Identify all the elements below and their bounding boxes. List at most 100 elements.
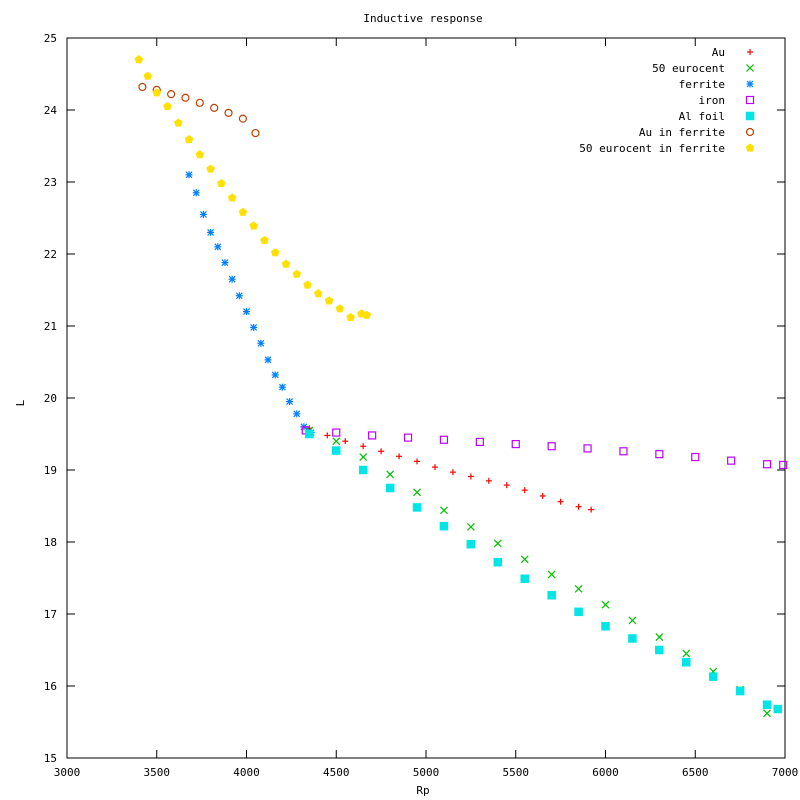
y-tick-label: 16	[44, 680, 57, 693]
y-tick-label: 19	[44, 464, 57, 477]
pentagon-filled-mark	[281, 259, 291, 268]
square-open-mark	[655, 450, 664, 459]
data-point	[228, 275, 236, 283]
data-point	[195, 98, 204, 107]
data-point	[332, 437, 341, 446]
x-stroke	[359, 453, 368, 461]
x-stroke	[682, 649, 691, 658]
series-ferrite	[185, 171, 315, 437]
pentagon-filled-mark	[195, 150, 205, 159]
square-open-mark	[547, 442, 556, 451]
square-filled-mark	[574, 607, 583, 617]
data-point	[360, 443, 367, 450]
square-open-mark	[727, 456, 736, 465]
data-point	[773, 704, 783, 714]
asterisk-stroke	[286, 398, 294, 406]
x-tick-label: 5000	[413, 766, 440, 779]
data-point	[264, 356, 272, 364]
x-stroke	[746, 64, 754, 72]
square-open-mark	[619, 447, 628, 456]
data-point	[174, 118, 183, 127]
data-point	[574, 607, 583, 617]
asterisk-stroke	[199, 210, 207, 218]
pentagon-filled-mark	[745, 143, 755, 152]
square-open-mark	[745, 95, 755, 105]
pentagon-filled-mark	[152, 88, 162, 97]
data-point	[466, 539, 476, 549]
pentagon-filled-mark	[163, 101, 172, 111]
y-tick-label: 17	[44, 608, 57, 621]
data-point	[184, 135, 194, 144]
square-filled-mark	[547, 591, 556, 600]
circle-open-mark	[224, 108, 233, 117]
circle-open-mark	[195, 98, 204, 107]
legend-label: ferrite	[679, 78, 725, 91]
data-point	[431, 464, 438, 471]
data-point	[243, 308, 250, 316]
asterisk-stroke	[214, 243, 222, 251]
data-point	[206, 164, 215, 173]
data-point	[467, 473, 474, 480]
y-tick-label: 24	[44, 104, 58, 117]
legend-marker	[746, 80, 754, 88]
data-point	[335, 304, 345, 313]
legend-marker	[745, 127, 755, 137]
data-point	[270, 248, 280, 257]
data-point	[628, 634, 637, 643]
data-point	[601, 600, 610, 609]
data-point	[324, 432, 331, 439]
y-axis-title: L	[14, 399, 27, 406]
pentagon-filled-mark	[260, 235, 269, 244]
asterisk-stroke	[185, 171, 193, 179]
pentagon-filled-mark	[303, 280, 312, 289]
x-stroke	[493, 539, 502, 548]
x-stroke	[655, 633, 664, 641]
asterisk-stroke	[278, 383, 286, 391]
square-open-mark	[762, 460, 772, 469]
plot-area: 3000 3500 4000 4500 5000 5500 6000 6500 7000 15 16…	[44, 32, 799, 779]
series-50-eurocent-in-ferrite	[134, 55, 372, 322]
data-point	[238, 114, 248, 123]
data-point	[224, 108, 233, 117]
square-open-mark	[779, 460, 788, 470]
square-filled-mark	[493, 557, 503, 567]
data-point	[359, 453, 368, 461]
x-stroke	[547, 570, 556, 579]
x-stroke	[440, 506, 448, 515]
data-point	[539, 492, 546, 499]
square-open-mark	[403, 433, 413, 442]
data-point	[588, 506, 595, 513]
data-point	[314, 289, 323, 298]
data-point	[475, 437, 484, 447]
square-filled-mark	[439, 521, 449, 531]
x-tick-label: 6000	[592, 766, 619, 779]
square-filled-mark	[655, 645, 664, 655]
data-point	[547, 570, 556, 579]
data-point	[414, 458, 421, 465]
series-iron	[301, 426, 788, 470]
data-point	[763, 709, 771, 718]
pentagon-filled-mark	[292, 269, 302, 278]
circle-open-mark	[167, 90, 176, 99]
asterisk-stroke	[271, 371, 279, 379]
legend-marker	[747, 49, 753, 55]
legend-label: iron	[699, 94, 726, 107]
x-tick-label: 3000	[54, 766, 81, 779]
x-stroke	[332, 437, 341, 446]
asterisk-stroke	[221, 259, 229, 267]
x-stroke	[466, 522, 475, 531]
legend: Au 50 eurocent ferrite iron Al foil Au in fer…	[579, 46, 755, 155]
data-point	[185, 171, 193, 179]
pentagon-filled-mark	[362, 310, 372, 319]
x-stroke	[413, 488, 421, 497]
x-tick-label: 5500	[503, 766, 530, 779]
data-point	[655, 450, 664, 459]
series-al-foil	[305, 429, 783, 714]
square-filled-mark	[466, 539, 476, 549]
pentagon-filled-mark	[270, 248, 280, 257]
y-tick-label: 18	[44, 536, 57, 549]
data-point	[368, 431, 377, 440]
data-point	[628, 616, 637, 625]
square-filled-mark	[601, 621, 610, 631]
data-point	[440, 506, 448, 515]
